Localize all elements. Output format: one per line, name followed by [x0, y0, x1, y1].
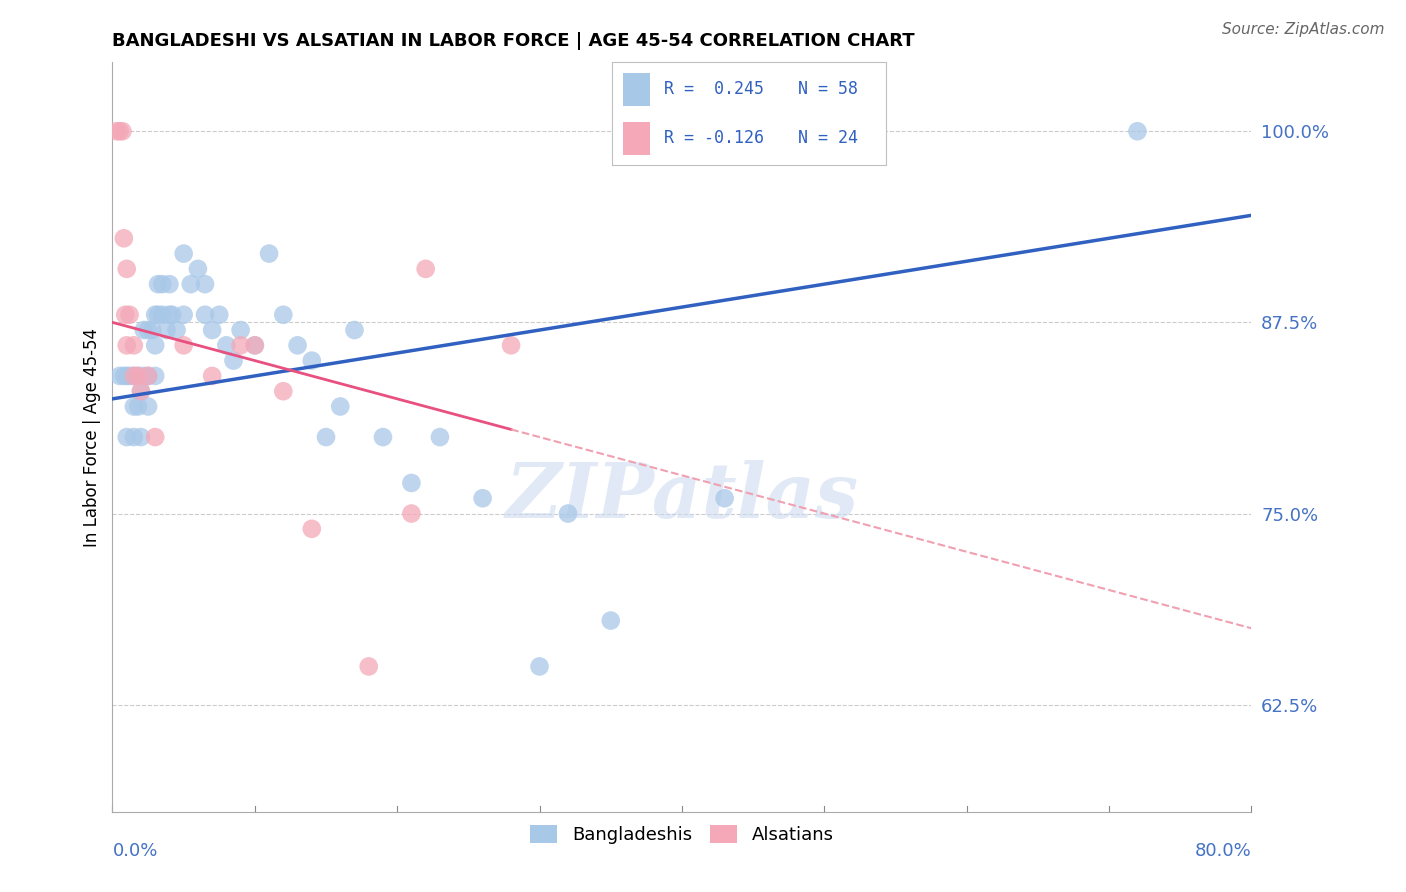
Point — [132, 368, 155, 383]
Text: R =  0.245: R = 0.245 — [664, 80, 763, 98]
Point — [429, 430, 451, 444]
Point — [122, 368, 145, 383]
Point — [108, 368, 131, 383]
Point — [201, 368, 224, 383]
Point — [301, 522, 323, 536]
Point — [401, 507, 423, 521]
Point — [173, 338, 195, 352]
Bar — [623, 73, 650, 105]
Bar — [623, 122, 650, 155]
Point — [529, 659, 551, 673]
Text: Source: ZipAtlas.com: Source: ZipAtlas.com — [1222, 22, 1385, 37]
Point — [143, 338, 166, 352]
Point — [129, 384, 152, 399]
Point — [599, 614, 621, 628]
Point — [129, 430, 152, 444]
Point — [141, 323, 163, 337]
Point — [132, 323, 155, 337]
Point — [301, 353, 323, 368]
Point — [136, 368, 159, 383]
Point — [222, 353, 245, 368]
Point — [243, 338, 266, 352]
Point — [146, 308, 169, 322]
Point — [401, 475, 423, 490]
Point — [111, 124, 134, 138]
Point — [122, 400, 145, 414]
Point — [118, 308, 141, 322]
Point — [501, 338, 523, 352]
Point — [371, 430, 394, 444]
Point — [127, 400, 149, 414]
Y-axis label: In Labor Force | Age 45-54: In Labor Force | Age 45-54 — [83, 327, 101, 547]
Point — [112, 368, 135, 383]
Point — [315, 430, 337, 444]
Point — [143, 308, 166, 322]
Point — [201, 323, 224, 337]
Point — [136, 368, 159, 383]
Point — [194, 308, 217, 322]
Point — [194, 277, 217, 292]
Point — [105, 124, 128, 138]
Point — [271, 384, 295, 399]
Point — [115, 338, 138, 352]
Point — [127, 368, 149, 383]
Point — [180, 277, 202, 292]
Point — [173, 246, 195, 260]
Point — [713, 491, 735, 506]
Text: N = 24: N = 24 — [799, 129, 858, 147]
Point — [122, 338, 145, 352]
Point — [243, 338, 266, 352]
Point — [166, 323, 188, 337]
Point — [415, 261, 437, 276]
Text: R = -0.126: R = -0.126 — [664, 129, 763, 147]
Point — [159, 277, 180, 292]
Point — [118, 368, 141, 383]
Point — [129, 384, 152, 399]
Point — [557, 507, 579, 521]
Point — [187, 261, 209, 276]
Point — [173, 308, 195, 322]
Point — [115, 368, 138, 383]
Point — [159, 308, 180, 322]
Point — [1126, 124, 1149, 138]
Point — [229, 323, 252, 337]
Point — [343, 323, 366, 337]
Point — [114, 308, 136, 322]
Point — [329, 400, 352, 414]
Point — [471, 491, 494, 506]
Point — [271, 308, 295, 322]
Point — [122, 368, 145, 383]
Point — [112, 231, 135, 245]
Point — [357, 659, 380, 673]
Point — [150, 277, 173, 292]
Point — [115, 430, 138, 444]
Point — [215, 338, 238, 352]
Point — [136, 400, 159, 414]
Point — [155, 323, 177, 337]
Text: 0.0%: 0.0% — [112, 842, 157, 860]
Legend: Bangladeshis, Alsatians: Bangladeshis, Alsatians — [523, 818, 841, 851]
Text: N = 58: N = 58 — [799, 80, 858, 98]
Point — [143, 430, 166, 444]
Point — [127, 368, 149, 383]
Point — [257, 246, 280, 260]
Point — [146, 277, 169, 292]
Point — [162, 308, 184, 322]
Point — [115, 261, 138, 276]
Point — [287, 338, 309, 352]
Point — [122, 430, 145, 444]
Text: BANGLADESHI VS ALSATIAN IN LABOR FORCE | AGE 45-54 CORRELATION CHART: BANGLADESHI VS ALSATIAN IN LABOR FORCE |… — [112, 32, 915, 50]
Text: 80.0%: 80.0% — [1195, 842, 1251, 860]
Point — [136, 323, 159, 337]
Point — [229, 338, 252, 352]
Point — [208, 308, 231, 322]
Text: ZIPatlas: ZIPatlas — [505, 460, 859, 534]
Point — [143, 368, 166, 383]
Point — [150, 308, 173, 322]
Point — [108, 124, 131, 138]
